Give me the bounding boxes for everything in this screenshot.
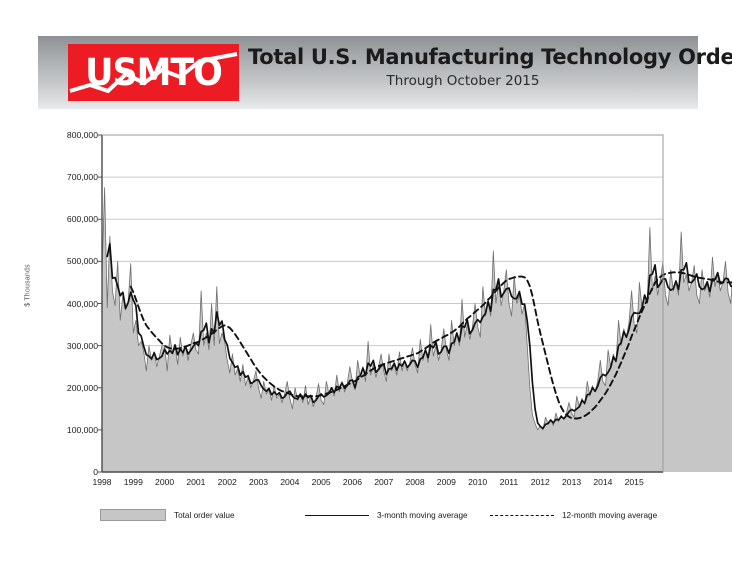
series-area-total-order-value [102, 187, 732, 472]
y-tick-label: 700,000 [66, 172, 98, 183]
y-tick-label: 400,000 [66, 298, 98, 309]
x-tick-label: 2014 [593, 477, 613, 487]
x-tick-label: 1999 [123, 477, 143, 487]
y-tick-label: 0 [93, 467, 98, 477]
legend-label-total-order-value: Total order value [174, 510, 235, 520]
x-tick-label: 2015 [624, 477, 644, 487]
y-tick-label: 800,000 [66, 130, 98, 140]
x-tick-label: 2001 [186, 477, 206, 487]
legend-swatch-area-icon [100, 509, 166, 521]
x-tick-label: 2012 [530, 477, 550, 487]
legend-label-12-month-moving-average: 12-month moving average [562, 510, 658, 520]
x-tick-label: 2006 [342, 477, 362, 487]
x-tick-label: 2011 [499, 477, 519, 487]
x-tick-label: 2002 [217, 477, 237, 487]
x-tick-label: 2000 [155, 477, 175, 487]
y-axis-ticks: 0 100,000 200,000 300,000 400,000 500,000 600,… [52, 0, 98, 566]
series-line-12-month-moving-average [129, 271, 732, 420]
x-tick-label: 2003 [248, 477, 269, 487]
y-tick-label: 600,000 [66, 214, 98, 225]
legend-swatch-solid-line-icon [305, 514, 369, 516]
legend-item-total-order-value: Total order value [100, 505, 235, 525]
y-tick-label: 300,000 [66, 340, 98, 351]
x-tick-label: 2009 [436, 477, 456, 487]
x-tick-label: 2008 [405, 477, 425, 487]
legend-item-12-month-moving-average: 12-month moving average [490, 505, 657, 525]
x-tick-label: 1998 [92, 477, 112, 487]
x-tick-label: 2005 [311, 477, 331, 487]
x-axis-ticks: 1998 1999 2000 2001 2002 2003 2004 2005 2006 2007… [0, 477, 732, 493]
y-tick-label: 500,000 [66, 256, 98, 267]
series-line-3-month-moving-average [106, 242, 732, 430]
x-tick-label: 2004 [280, 477, 300, 487]
x-tick-label: 2010 [468, 477, 488, 487]
legend-swatch-dashed-line-icon [490, 514, 554, 516]
x-tick-label: 2013 [562, 477, 582, 487]
usmto-logo: USMTO [68, 44, 239, 101]
x-tick-label: 2007 [374, 477, 394, 487]
legend-label-3-month-moving-average: 3-month moving average [377, 510, 468, 520]
chart-legend: Total order value 3-month moving average… [100, 505, 670, 525]
title-block: Total U.S. Manufacturing Technology Orde… [248, 44, 732, 91]
page-title: Total U.S. Manufacturing Technology Orde… [248, 45, 732, 69]
y-tick-label: 100,000 [66, 424, 98, 435]
legend-item-3-month-moving-average: 3-month moving average [305, 505, 468, 525]
y-tick-label: 200,000 [66, 382, 98, 393]
page-subtitle: Through October 2015 [386, 73, 540, 89]
